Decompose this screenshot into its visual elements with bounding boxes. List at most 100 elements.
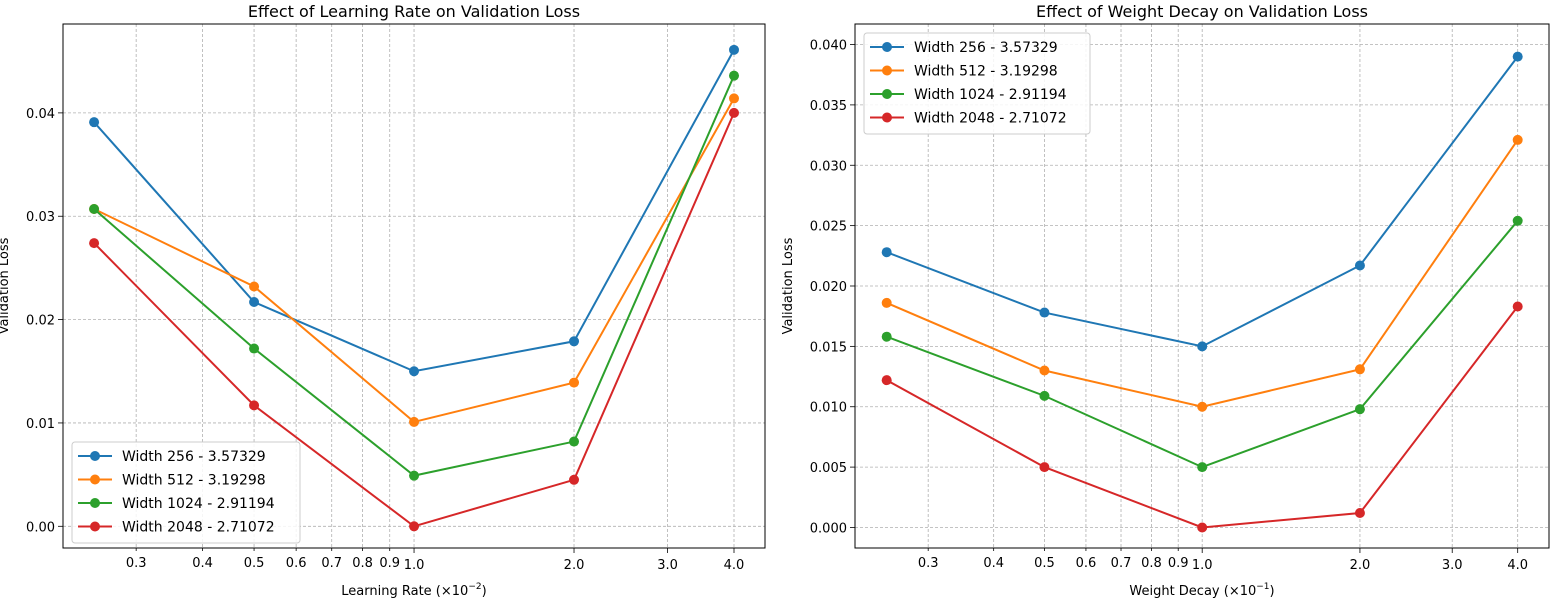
data-point <box>881 331 892 342</box>
legend-box <box>863 32 1091 135</box>
series-1 <box>881 51 1523 352</box>
series-2 <box>89 93 740 427</box>
y-axis-label: Validation Loss <box>781 237 796 334</box>
x-axis-label-exponent: −2 <box>468 582 481 592</box>
data-point <box>1197 462 1208 473</box>
data-point <box>409 416 420 427</box>
data-point <box>729 107 740 118</box>
axes-frame <box>62 23 766 549</box>
y-tick-label: 0.010 <box>810 401 847 416</box>
data-point <box>1512 51 1523 62</box>
data-point <box>409 521 420 532</box>
legend-marker <box>882 42 892 52</box>
data-point <box>569 474 580 485</box>
x-axis-label-exponent: −1 <box>1256 582 1269 592</box>
x-tick-label: 0.4 <box>192 556 213 571</box>
legend-label: Width 512 - 3.19298 <box>914 64 1058 80</box>
y-tick-label: 0.035 <box>810 99 847 114</box>
y-tick-label: 0.005 <box>810 461 847 476</box>
y-tick-label: 0.02 <box>26 314 55 329</box>
y-tick-label: 0.020 <box>810 280 847 295</box>
x-tick-label: 0.7 <box>1111 556 1132 571</box>
data-point <box>1512 301 1523 312</box>
legend-label: Width 512 - 3.19298 <box>122 473 266 489</box>
data-point <box>89 117 100 128</box>
x-tick-label: 3.0 <box>1442 558 1463 573</box>
x-axis-label-text: Weight Decay (×10 <box>1129 584 1256 599</box>
legend-box <box>71 441 301 544</box>
data-point <box>729 44 740 55</box>
x-tick-label: 0.5 <box>244 556 265 571</box>
data-point <box>1354 507 1365 518</box>
data-point <box>409 470 420 481</box>
x-tick-label: 2.0 <box>564 558 585 573</box>
x-tick-label: 0.6 <box>286 556 307 571</box>
data-point <box>1197 341 1208 352</box>
x-tick-label: 1.0 <box>1192 558 1213 573</box>
y-tick-label: 0.00 <box>26 520 55 535</box>
series-3 <box>881 215 1523 473</box>
y-tick-label: 0.01 <box>26 417 55 432</box>
x-tick-label: 0.8 <box>352 556 373 571</box>
x-tick-label: 0.8 <box>1141 556 1162 571</box>
legend: Width 256 - 3.57329 Width 512 - 3.19298 Wi… <box>71 441 301 544</box>
y-tick-label: 0.04 <box>26 107 55 122</box>
data-point <box>89 204 100 215</box>
x-tick-label: 1.0 <box>404 558 425 573</box>
legend-marker <box>90 498 100 508</box>
legend-marker <box>90 451 100 461</box>
data-point <box>249 343 260 354</box>
legend-marker <box>90 521 100 532</box>
chart-title: Effect of Learning Rate on Validation Lo… <box>248 2 580 21</box>
y-tick-label: 0.030 <box>810 159 847 174</box>
data-point <box>881 375 892 386</box>
x-tick-label: 0.3 <box>126 556 147 571</box>
legend-label: Width 2048 - 2.71072 <box>122 520 275 536</box>
legend-label: Width 2048 - 2.71072 <box>914 111 1067 127</box>
data-point <box>249 400 260 411</box>
data-point <box>569 436 580 447</box>
data-point <box>881 247 892 258</box>
x-tick-label: 4.0 <box>724 558 745 573</box>
y-tick-label: 0.040 <box>810 39 847 54</box>
axes-frame <box>854 23 1550 549</box>
x-tick-label: 0.9 <box>1168 556 1189 571</box>
x-tick-label: 0.9 <box>379 556 400 571</box>
data-point <box>1039 462 1050 473</box>
series-2 <box>881 134 1523 412</box>
x-axis-label-text: Learning Rate (×10 <box>341 584 468 599</box>
legend-label: Width 256 - 3.57329 <box>122 449 266 465</box>
series-4 <box>881 301 1523 533</box>
chart-title: Effect of Weight Decay on Validation Los… <box>1036 2 1368 21</box>
y-tick-label: 0.000 <box>810 521 847 536</box>
x-tick-label: 0.3 <box>918 556 939 571</box>
series-3 <box>89 70 740 481</box>
data-point <box>1354 404 1365 415</box>
y-tick-label: 0.025 <box>810 220 847 235</box>
legend-label: Width 256 - 3.57329 <box>914 40 1058 56</box>
legend-label: Width 1024 - 2.91194 <box>122 496 275 512</box>
x-tick-label: 4.0 <box>1507 558 1528 573</box>
legend-marker <box>882 112 892 123</box>
x-tick-label: 0.6 <box>1076 556 1097 571</box>
legend: Width 256 - 3.57329 Width 512 - 3.19298 Wi… <box>863 32 1091 135</box>
data-point <box>1039 307 1050 318</box>
data-point <box>881 297 892 308</box>
subplot-1: 0.3 0.4 0.5 0.6 0.7 0.8 0.9 1.0 2.0 3.0 4.0 0.00 0.0… <box>0 2 766 599</box>
legend-label: Width 1024 - 2.91194 <box>914 87 1067 103</box>
x-axis-label: Weight Decay (×10−1) <box>1129 582 1274 599</box>
y-tick-label: 0.015 <box>810 340 847 355</box>
data-point <box>1512 134 1523 145</box>
data-point <box>249 281 260 292</box>
x-axis-label-close: ) <box>482 584 487 599</box>
x-tick-label: 0.5 <box>1034 556 1055 571</box>
data-point <box>1354 364 1365 375</box>
x-tick-label: 2.0 <box>1350 558 1371 573</box>
data-point <box>249 297 260 308</box>
data-point <box>569 377 580 388</box>
legend-marker <box>882 65 892 76</box>
data-point <box>1354 260 1365 271</box>
x-tick-label: 0.7 <box>321 556 342 571</box>
subplot-2: 0.3 0.4 0.5 0.6 0.7 0.8 0.9 1.0 2.0 3.0 4.0 0.000 0.… <box>781 2 1550 599</box>
